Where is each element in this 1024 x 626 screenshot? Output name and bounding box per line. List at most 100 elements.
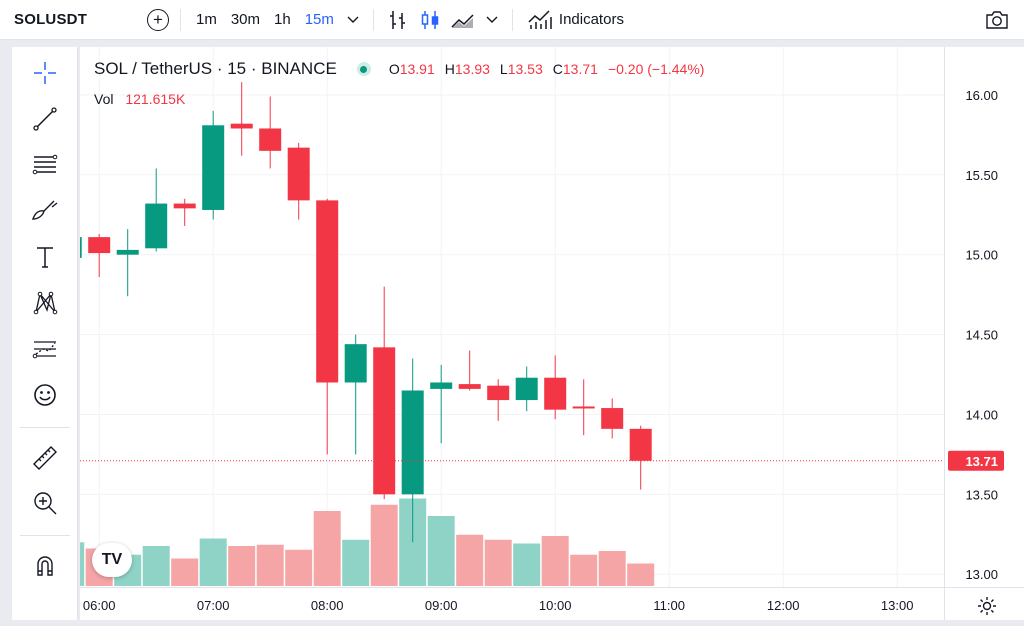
indicators-button[interactable]: Indicators — [521, 5, 630, 35]
crosshair-tool[interactable] — [25, 55, 65, 91]
high-value: 13.93 — [454, 61, 490, 77]
candle-body — [572, 406, 595, 409]
candle-body — [458, 384, 481, 389]
brush-icon — [32, 200, 58, 220]
chart-pane[interactable]: 16.00 15.50 15.00 14.50 14.00 13.50 13.00 13.71… — [80, 47, 1024, 620]
time-tick-label: 10:00 — [539, 598, 572, 613]
settings-gear-icon — [978, 597, 996, 615]
ruler-icon — [33, 446, 57, 470]
price-tick-label: 16.00 — [965, 88, 998, 103]
time-tick-label: 06:00 — [83, 598, 116, 613]
trend-line-icon — [33, 107, 57, 131]
bar-style-button[interactable] — [382, 5, 414, 35]
candle-body — [544, 377, 567, 410]
time-tick-label: 13:00 — [881, 598, 914, 613]
emoji-icon — [34, 384, 56, 406]
time-tick-label: 11:00 — [653, 598, 685, 613]
tradingview-logo[interactable]: TV — [92, 543, 132, 577]
last-price-label: 13.71 — [965, 454, 998, 469]
candle-body — [344, 344, 367, 383]
ruler-tool[interactable] — [25, 440, 65, 476]
candle-body — [202, 125, 225, 210]
low-label: L — [499, 61, 508, 77]
candle-body — [230, 123, 253, 129]
market-status-icon[interactable] — [356, 62, 371, 76]
forecast-tool[interactable] — [25, 331, 65, 367]
volume-label: Vol — [94, 91, 114, 107]
last-price-badge — [948, 450, 1004, 471]
volume-bar — [598, 551, 626, 586]
candlestick-chart[interactable]: 16.00 15.50 15.00 14.50 14.00 13.50 13.00 13.71… — [80, 47, 1024, 620]
candle-style-button[interactable] — [414, 5, 446, 35]
interval-dropdown-button[interactable] — [341, 5, 365, 35]
indicators-icon — [528, 9, 552, 29]
candle-style-icon — [421, 10, 439, 29]
fib-levels-icon — [32, 154, 58, 175]
price-tick-label: 15.50 — [965, 168, 998, 183]
candle-body — [316, 200, 339, 383]
brush-tool[interactable] — [25, 193, 65, 229]
camera-icon — [986, 11, 1008, 29]
emoji-tool[interactable] — [25, 377, 65, 413]
interval-15m-button[interactable]: 15m — [304, 11, 334, 28]
toolbar-divider — [20, 535, 70, 536]
candle-body — [430, 382, 453, 389]
candle-body — [515, 377, 538, 401]
price-tick-label: 15.00 — [965, 248, 998, 263]
chart-type-dropdown-button[interactable] — [480, 5, 504, 35]
ohlc-values: O13.91 H13.93 L13.53 C13.71 −0.20 (−1.44… — [389, 61, 705, 77]
price-tick-label: 13.00 — [965, 567, 998, 582]
interval-1m-button[interactable]: 1m — [196, 11, 217, 28]
fib-levels-tool[interactable] — [25, 147, 65, 183]
chevron-down-icon — [347, 16, 359, 23]
volume-value: 121.615K — [125, 91, 186, 107]
bar-style-icon — [389, 10, 405, 29]
volume-bar — [199, 538, 227, 586]
zoom-in-tool[interactable] — [25, 485, 65, 521]
toolbar-divider — [20, 427, 70, 428]
legend-title[interactable]: SOL / TetherUS · 15 · BINANCE — [94, 59, 337, 78]
open-value: 13.91 — [399, 61, 435, 77]
time-tick-label: 12:00 — [767, 598, 800, 613]
close-label: C — [552, 61, 563, 77]
volume-bar — [171, 558, 199, 586]
interval-1h-button[interactable]: 1h — [274, 11, 291, 28]
candle-body — [287, 147, 310, 201]
price-tick-label: 14.50 — [965, 328, 998, 343]
add-symbol-icon: + — [147, 8, 169, 31]
time-tick-label: 09:00 — [425, 598, 458, 613]
chart-legend: SOL / TetherUS · 15 · BINANCE O13.91 H13… — [94, 59, 704, 79]
change-value: −0.20 (−1.44%) — [607, 61, 705, 77]
open-label: O — [388, 61, 400, 77]
volume-bar — [142, 546, 170, 586]
low-value: 13.53 — [507, 61, 543, 77]
toolbar-divider — [180, 8, 181, 31]
zoom-in-icon — [34, 492, 57, 515]
add-symbol-button[interactable]: + — [144, 5, 172, 35]
close-value: 13.71 — [562, 61, 598, 77]
area-style-button[interactable] — [446, 5, 480, 35]
pattern-tool[interactable] — [25, 285, 65, 321]
candle-body — [80, 237, 82, 258]
drawing-toolbar — [12, 47, 78, 620]
volume-bar — [256, 544, 284, 586]
snapshot-button[interactable] — [982, 6, 1012, 34]
magnet-tool[interactable] — [25, 547, 65, 583]
candle-body — [259, 128, 282, 151]
interval-30m-button[interactable]: 30m — [230, 11, 261, 28]
candle-body — [629, 428, 652, 461]
text-tool[interactable] — [25, 239, 65, 275]
symbol-search-button[interactable]: SOLUSDT — [14, 11, 88, 28]
chevron-down-icon — [486, 16, 498, 23]
trend-line-tool[interactable] — [25, 101, 65, 137]
volume-bar — [541, 536, 569, 586]
volume-bar — [80, 542, 85, 586]
candle-body — [173, 203, 196, 209]
toolbar-divider — [372, 8, 374, 31]
volume-bar — [627, 563, 655, 586]
chart-settings-button[interactable] — [976, 595, 998, 617]
volume-bar — [370, 504, 398, 586]
crosshair-icon — [34, 62, 56, 84]
volume-bar — [228, 546, 256, 586]
candle-body — [487, 385, 510, 401]
